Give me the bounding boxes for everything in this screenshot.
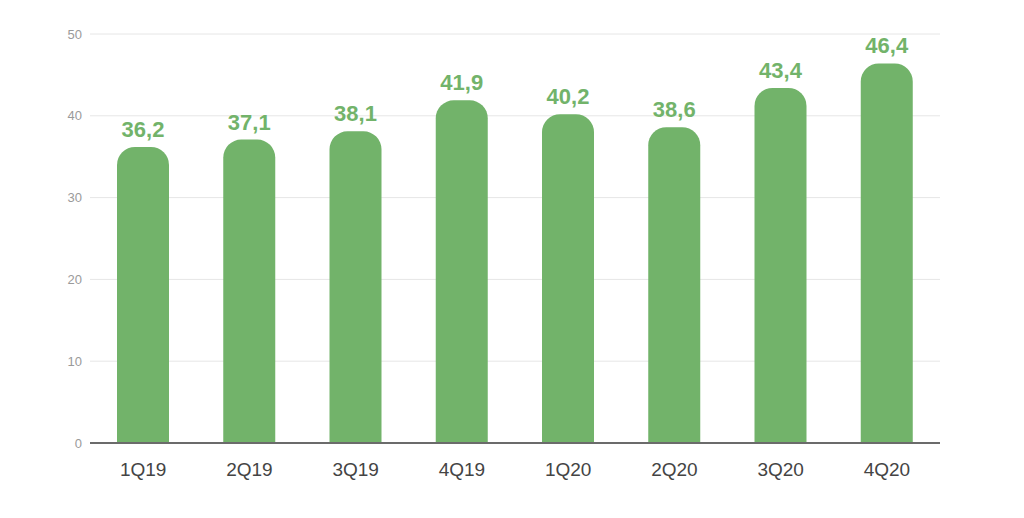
svg-text:10: 10 <box>68 354 82 369</box>
svg-text:50: 50 <box>68 27 82 42</box>
svg-text:40,2: 40,2 <box>547 84 590 109</box>
svg-text:4Q20: 4Q20 <box>864 459 910 480</box>
svg-text:1Q19: 1Q19 <box>120 459 166 480</box>
svg-text:40: 40 <box>68 108 82 123</box>
svg-text:20: 20 <box>68 272 82 287</box>
svg-text:30: 30 <box>68 190 82 205</box>
svg-text:43,4: 43,4 <box>759 58 803 83</box>
svg-text:37,1: 37,1 <box>228 110 271 135</box>
svg-text:38,1: 38,1 <box>334 101 377 126</box>
svg-text:0: 0 <box>75 436 82 451</box>
svg-text:2Q19: 2Q19 <box>226 459 272 480</box>
svg-text:41,9: 41,9 <box>440 70 483 95</box>
svg-text:2Q20: 2Q20 <box>651 459 697 480</box>
svg-text:3Q20: 3Q20 <box>757 459 803 480</box>
svg-text:36,2: 36,2 <box>122 117 165 142</box>
svg-text:38,6: 38,6 <box>653 97 696 122</box>
svg-text:4Q19: 4Q19 <box>439 459 485 480</box>
svg-text:46,4: 46,4 <box>865 33 909 58</box>
svg-text:1Q20: 1Q20 <box>545 459 591 480</box>
svg-text:3Q19: 3Q19 <box>332 459 378 480</box>
